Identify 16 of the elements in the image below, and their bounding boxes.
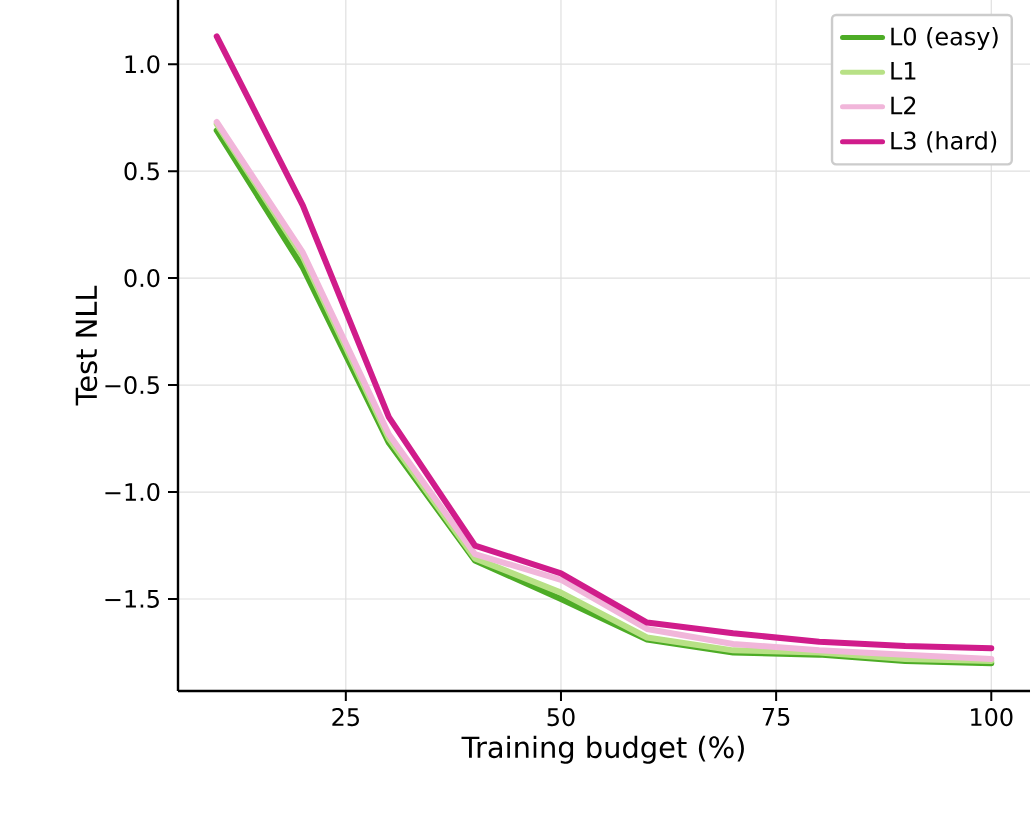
y-tick-label: 0.5 — [124, 162, 159, 181]
legend-label: L2 — [891, 96, 916, 115]
y-tick-label: 0.0 — [124, 269, 160, 288]
x-tick-label: 50 — [547, 708, 575, 727]
legend-label: L1 — [891, 62, 916, 80]
y-tick-label: −0.5 — [105, 376, 159, 395]
x-tick-label: 25 — [332, 708, 359, 727]
x-axis-title: Training budget (%) — [461, 735, 744, 764]
legend-label: L3 (hard) — [891, 131, 997, 153]
y-tick-label: −1.0 — [105, 482, 160, 502]
x-tick-label: 75 — [762, 708, 790, 726]
y-tick-label: 1.0 — [125, 55, 160, 74]
y-tick-label: −1.5 — [105, 590, 159, 608]
y-axis-title: Test NLL — [75, 285, 98, 406]
x-tick-label: 100 — [971, 708, 1013, 727]
legend-label: L0 (easy) — [891, 27, 998, 51]
